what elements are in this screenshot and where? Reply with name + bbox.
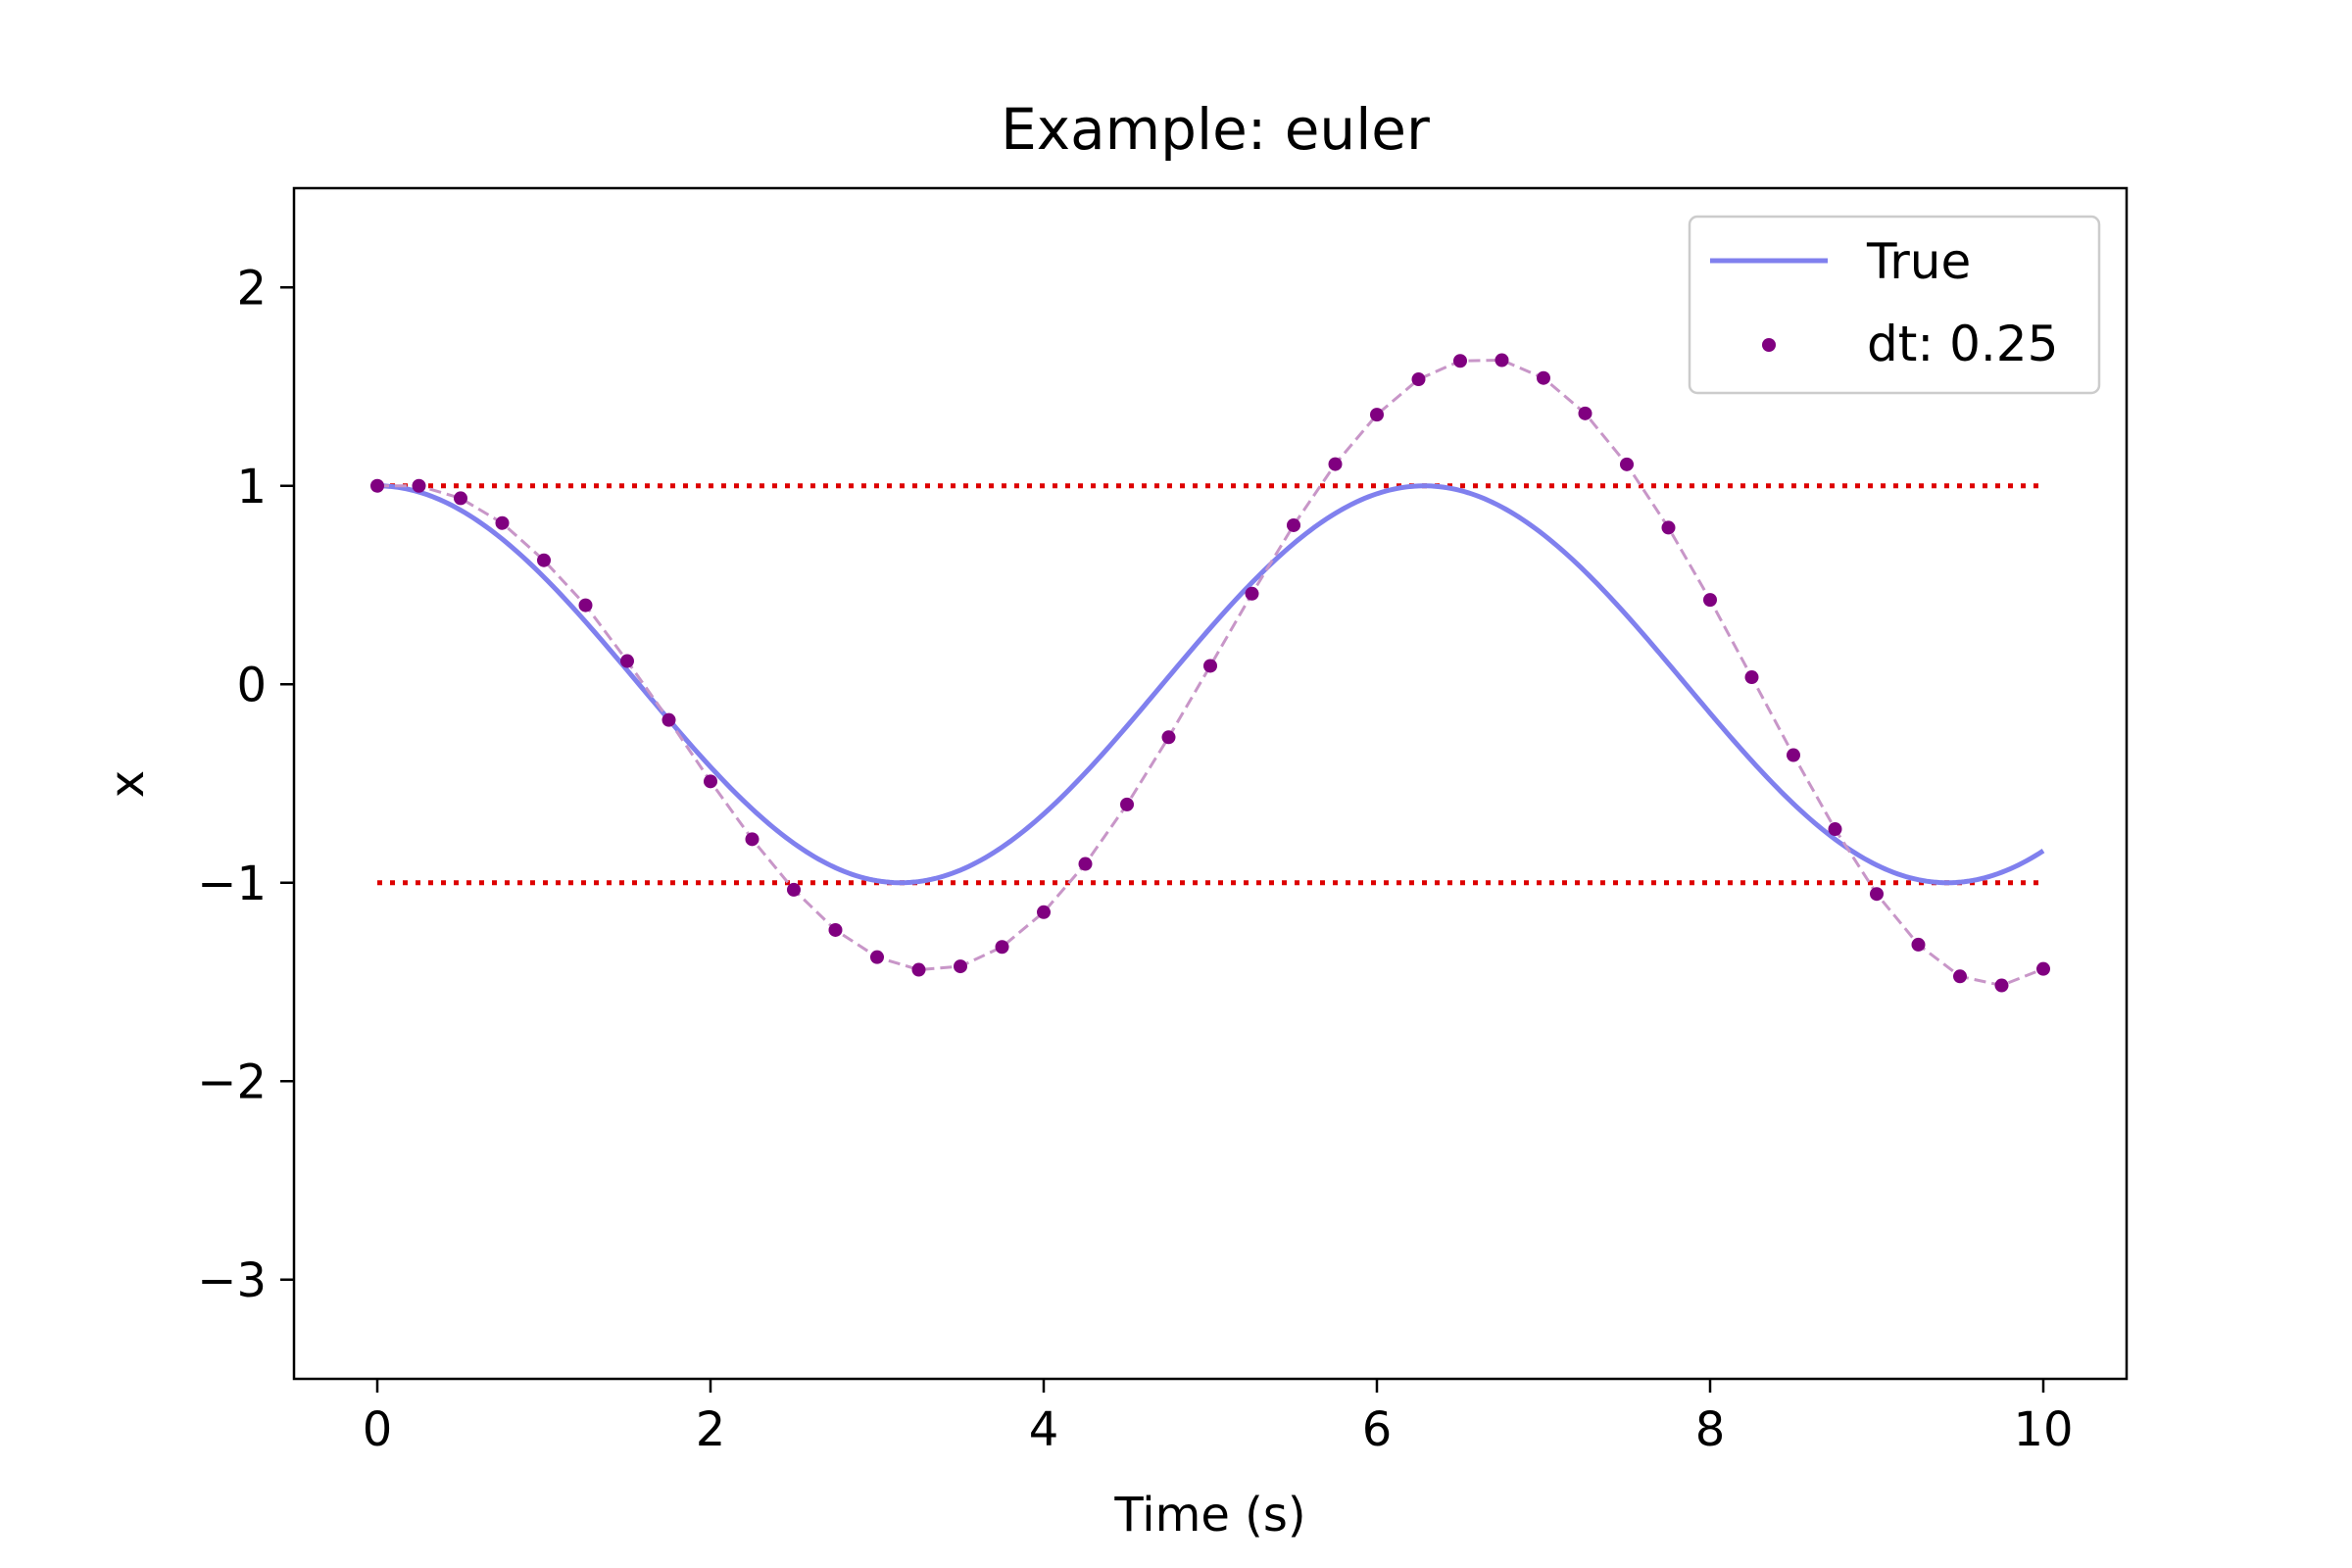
plot-area: [370, 353, 2050, 993]
series-dt-point: [495, 515, 510, 530]
series-dt-point: [620, 654, 634, 668]
series-dt-point: [1328, 457, 1343, 471]
series-dt-point: [578, 598, 593, 612]
series-dt-point: [1287, 517, 1300, 532]
series-dt-point: [1911, 937, 1926, 952]
y-tick-label: 0: [236, 658, 267, 712]
series-dt-point: [870, 950, 884, 964]
series-dt-point: [1037, 905, 1051, 919]
series-dt-point: [1245, 586, 1259, 601]
series-dt-point: [1828, 822, 1842, 837]
series-dt-point: [1787, 748, 1800, 762]
x-axis: 0 2 4 6 8 10: [363, 1379, 2074, 1457]
series-dt-point: [1661, 520, 1676, 535]
series-dt-point: [954, 959, 967, 974]
series-dt-point: [1953, 969, 1967, 984]
series-dt-point: [745, 832, 760, 847]
series-dt-point: [1620, 457, 1634, 471]
series-dt-point: [1453, 354, 1467, 368]
series-true-line: [376, 483, 2045, 886]
series-dt-point: [1744, 670, 1759, 685]
series-dt-point: [828, 922, 843, 937]
series-dt-point: [1537, 370, 1550, 385]
y-axis: −3 −2 −1 0 1 2: [197, 261, 294, 1308]
x-tick-label: 10: [2013, 1402, 2073, 1457]
series-dt-point: [787, 882, 801, 897]
series-dt-point: [1870, 887, 1884, 902]
series-dt-point: [1494, 353, 1509, 368]
series-dt-point: [412, 478, 426, 493]
series-dt-point: [537, 553, 551, 567]
x-axis-label: Time (s): [1113, 1488, 1305, 1543]
legend-dt-marker-swatch: [1762, 338, 1776, 352]
series-dt-point: [454, 491, 467, 506]
series-dt-point: [1203, 659, 1217, 673]
y-tick-label: −1: [197, 857, 267, 911]
series-dt-point: [1994, 978, 2009, 993]
series-dt-point: [911, 962, 926, 977]
axes-frame: [292, 186, 2129, 1381]
legend: True dt: 0.25: [1688, 215, 2101, 395]
y-tick-label: −2: [197, 1054, 267, 1109]
x-tick-label: 4: [1029, 1402, 1059, 1457]
series-dt-point: [1078, 857, 1093, 871]
series-dt-point: [370, 478, 384, 493]
series-dt-point: [1370, 408, 1384, 422]
chart-title: Example: euler: [1001, 96, 1430, 163]
x-tick-label: 8: [1695, 1402, 1726, 1457]
legend-true-label: True: [1866, 233, 1971, 290]
legend-dt-label: dt: 0.25: [1867, 316, 2058, 372]
y-tick-label: 1: [236, 460, 267, 514]
series-dt-point: [662, 712, 676, 727]
y-axis-label: x: [100, 770, 155, 798]
series-dt-point: [1703, 593, 1717, 608]
y-tick-label: −3: [197, 1253, 267, 1308]
series-dt-point: [1411, 372, 1426, 387]
series-dt-point: [1120, 797, 1134, 811]
x-tick-label: 6: [1362, 1402, 1393, 1457]
x-tick-label: 0: [363, 1402, 393, 1457]
series-dt-point: [704, 774, 717, 789]
y-tick-label: 2: [236, 261, 267, 316]
x-tick-label: 2: [696, 1402, 726, 1457]
series-dt-point: [1578, 406, 1592, 420]
series-dt-point: [2036, 961, 2050, 976]
series-dt-point: [1161, 730, 1176, 745]
series-dt-point: [995, 940, 1009, 955]
